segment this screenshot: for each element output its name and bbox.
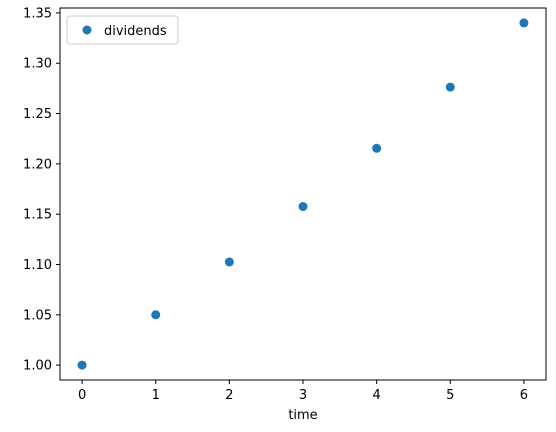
legend-label: dividends [104,24,167,39]
x-tick-label: 3 [299,388,307,403]
y-tick-label: 1.20 [23,157,52,172]
x-axis-ticks: 0 1 2 3 4 5 6 [78,380,528,403]
x-tick-label: 0 [78,388,86,403]
data-point [298,202,308,212]
y-tick-label: 1.05 [23,308,52,323]
x-tick-label: 6 [520,388,528,403]
legend: dividends [66,15,179,45]
x-axis-label: time [288,408,317,423]
axes-frame [59,7,547,381]
legend-box [66,15,179,45]
plot-layer [77,18,529,370]
y-axis-ticks: 1.00 1.05 1.10 1.15 1.20 1.25 1.30 1.35 [23,6,60,374]
data-point [519,18,529,28]
y-tick-label: 1.35 [23,6,52,21]
y-tick-label: 1.25 [23,107,52,122]
x-tick-label: 4 [372,388,380,403]
y-tick-label: 1.15 [23,208,52,223]
y-tick-label: 1.30 [23,57,52,72]
data-point [445,82,455,92]
x-tick-label: 5 [446,388,454,403]
x-tick-label: 2 [225,388,233,403]
x-tick-label: 1 [152,388,160,403]
data-point [224,257,234,267]
y-tick-label: 1.00 [23,359,52,374]
data-point [151,310,161,320]
legend-marker [82,25,92,35]
y-tick-label: 1.10 [23,258,52,273]
data-point [77,360,87,370]
data-point [372,143,382,153]
